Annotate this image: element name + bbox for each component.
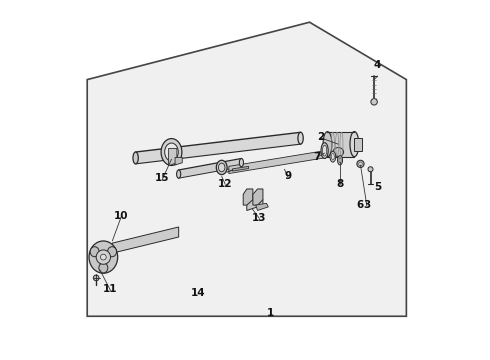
Circle shape [96, 250, 111, 264]
Polygon shape [229, 148, 338, 174]
Ellipse shape [350, 132, 359, 157]
Circle shape [357, 160, 364, 167]
Ellipse shape [339, 158, 341, 163]
Text: 12: 12 [218, 179, 233, 189]
Polygon shape [179, 158, 242, 178]
Polygon shape [354, 138, 362, 150]
Text: 13: 13 [252, 213, 267, 222]
Text: 1: 1 [267, 308, 274, 318]
Text: 3: 3 [363, 200, 370, 210]
Polygon shape [87, 22, 406, 316]
Text: 11: 11 [103, 284, 118, 294]
Text: 15: 15 [155, 173, 170, 183]
Text: 8: 8 [337, 179, 343, 189]
Polygon shape [243, 189, 253, 205]
Text: 2: 2 [317, 132, 324, 142]
Ellipse shape [323, 132, 332, 157]
Circle shape [93, 275, 99, 281]
Ellipse shape [161, 139, 182, 166]
Ellipse shape [165, 143, 178, 161]
Ellipse shape [216, 160, 227, 175]
Text: 14: 14 [191, 288, 206, 298]
Ellipse shape [219, 163, 225, 172]
Polygon shape [112, 227, 179, 253]
Polygon shape [169, 148, 177, 166]
Text: 7: 7 [313, 152, 320, 162]
Ellipse shape [298, 132, 303, 144]
Polygon shape [175, 157, 182, 165]
Ellipse shape [330, 151, 336, 162]
Polygon shape [256, 203, 269, 211]
Text: 6: 6 [356, 200, 364, 210]
Circle shape [100, 254, 106, 260]
Ellipse shape [239, 158, 244, 167]
Ellipse shape [99, 263, 108, 273]
Circle shape [359, 162, 362, 166]
Ellipse shape [176, 170, 181, 178]
Ellipse shape [133, 152, 138, 164]
Ellipse shape [322, 145, 327, 156]
Text: 5: 5 [374, 182, 381, 192]
Polygon shape [247, 200, 263, 211]
Circle shape [368, 167, 373, 172]
Polygon shape [136, 132, 300, 164]
Polygon shape [327, 132, 354, 157]
Polygon shape [232, 166, 248, 171]
Text: 9: 9 [285, 171, 292, 181]
Ellipse shape [333, 148, 343, 157]
Ellipse shape [89, 241, 118, 273]
Polygon shape [253, 189, 263, 205]
Text: 10: 10 [114, 211, 128, 221]
Ellipse shape [90, 247, 99, 257]
Ellipse shape [338, 156, 343, 165]
Ellipse shape [321, 143, 328, 158]
Ellipse shape [331, 153, 334, 160]
Text: 4: 4 [374, 60, 381, 70]
Circle shape [371, 99, 377, 105]
Ellipse shape [108, 247, 117, 257]
